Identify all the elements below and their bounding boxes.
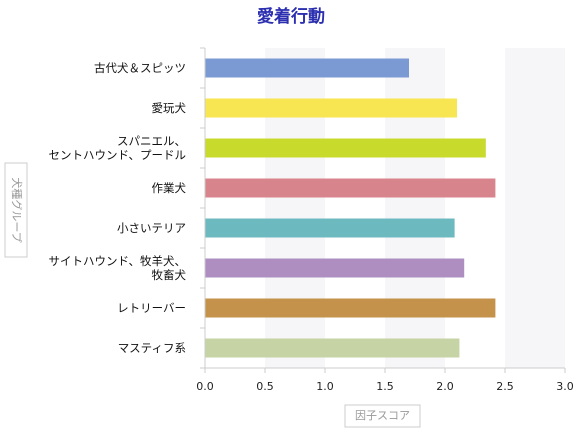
category-label: 愛玩犬 xyxy=(152,101,187,115)
background-band xyxy=(505,48,565,368)
category-label-line: サイトハウンド、牧羊犬、 xyxy=(48,254,186,268)
bar xyxy=(205,138,486,158)
x-tick-label: 0.0 xyxy=(196,380,214,393)
x-axis-title: 因子スコア xyxy=(355,409,410,422)
category-label-line: 古代犬＆スピッツ xyxy=(94,61,186,75)
axes xyxy=(200,47,566,373)
x-tick-label: 2.0 xyxy=(436,380,454,393)
category-label: 小さいテリア xyxy=(117,221,186,235)
category-label-line: マスティフ系 xyxy=(118,341,186,355)
background-bands xyxy=(265,48,565,368)
category-label-line: レトリーバー xyxy=(117,301,186,315)
category-label: スパニエル、セントハウンド、プードル xyxy=(48,134,186,162)
background-band xyxy=(385,48,445,368)
x-tick-labels: 0.0 0.5 1.0 1.5 2.0 2.5 3.0 xyxy=(196,380,574,393)
category-label: 古代犬＆スピッツ xyxy=(94,61,186,75)
category-label: 作業犬 xyxy=(152,181,187,195)
category-label: マスティフ系 xyxy=(118,341,186,355)
category-label: サイトハウンド、牧羊犬、牧畜犬 xyxy=(48,254,186,282)
category-label-line: 牧畜犬 xyxy=(152,268,187,282)
x-tick-label: 0.5 xyxy=(256,380,274,393)
category-label-line: セントハウンド、プードル xyxy=(48,148,186,162)
category-label-line: スパニエル、 xyxy=(117,134,186,148)
x-tick-label: 1.0 xyxy=(316,380,334,393)
category-label: レトリーバー xyxy=(117,301,186,315)
bar xyxy=(205,298,496,318)
background-band xyxy=(265,48,325,368)
chart-title: 愛着行動 xyxy=(257,6,325,27)
category-labels: 古代犬＆スピッツ愛玩犬スパニエル、セントハウンド、プードル作業犬小さいテリアサイ… xyxy=(48,61,186,355)
category-label-line: 小さいテリア xyxy=(117,221,186,235)
category-label-line: 作業犬 xyxy=(152,181,187,195)
bar xyxy=(205,218,455,238)
x-tick-label: 1.5 xyxy=(376,380,394,393)
bars xyxy=(205,58,496,358)
category-label-line: 愛玩犬 xyxy=(152,101,187,115)
x-axis-title-box: 因子スコア xyxy=(344,404,421,428)
bar xyxy=(205,258,465,278)
y-axis-title-box: 犬種グループ xyxy=(4,162,28,258)
x-tick-label: 3.0 xyxy=(556,380,574,393)
bar xyxy=(205,338,460,358)
bar xyxy=(205,178,496,198)
y-axis-title: 犬種グループ xyxy=(10,177,24,242)
bar xyxy=(205,98,457,118)
x-tick-label: 2.5 xyxy=(496,380,514,393)
bar xyxy=(205,58,409,78)
